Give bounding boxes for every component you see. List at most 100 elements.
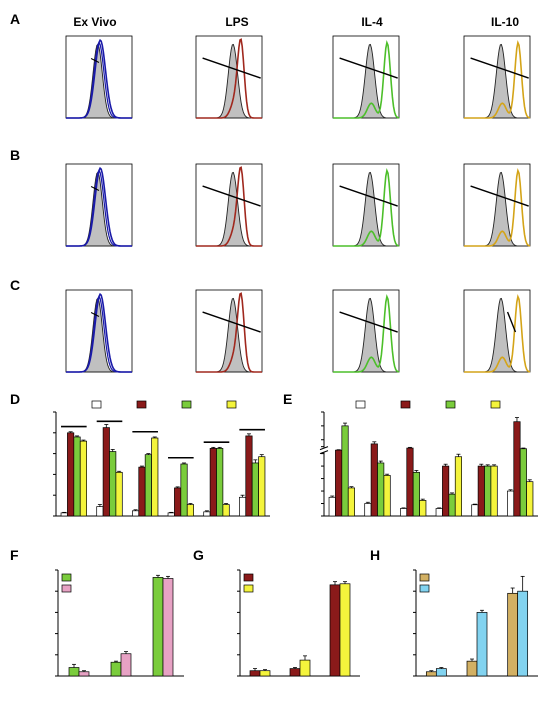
legend-swatch: [419, 573, 430, 582]
legend-swatch: [136, 400, 147, 409]
bar: [383, 475, 391, 517]
legend-swatch: [61, 573, 72, 582]
histogram-b-2: [332, 163, 400, 247]
panel-letter-f: F: [10, 547, 19, 563]
gate-line: [202, 57, 261, 79]
gate-line: [202, 185, 261, 207]
bar: [507, 592, 519, 677]
gate-line: [202, 311, 261, 333]
legend-swatch: [226, 400, 237, 409]
gate-line: [506, 311, 517, 333]
stained-histogram-dark: [66, 169, 132, 247]
histogram-a-0: [65, 35, 133, 119]
bar: [377, 462, 385, 517]
bar: [151, 437, 159, 517]
histogram-b-1: [195, 163, 263, 247]
bar: [60, 512, 68, 517]
bar: [442, 465, 450, 517]
bar: [209, 448, 217, 517]
histogram-a-3: [463, 35, 531, 119]
bar: [328, 496, 336, 517]
bar: [517, 590, 529, 677]
bar: [132, 510, 140, 517]
bar: [507, 490, 515, 517]
gate-line: [339, 185, 398, 207]
bar-chart-d: [53, 400, 270, 517]
bar: [152, 577, 164, 677]
bar: [406, 447, 414, 517]
stained-histogram: [464, 40, 531, 119]
bar: [448, 493, 456, 517]
stained-histogram: [333, 294, 400, 373]
bar: [216, 448, 224, 517]
bar: [477, 465, 485, 517]
bar: [335, 449, 343, 517]
bar: [484, 465, 492, 517]
bar: [120, 653, 132, 677]
bar: [513, 421, 521, 517]
bar: [144, 454, 152, 517]
bar: [412, 471, 420, 517]
column-header: Ex Vivo: [73, 15, 116, 29]
legend: [91, 400, 237, 409]
stained-histogram: [333, 168, 400, 247]
column-header: IL-4: [361, 15, 383, 29]
bar: [245, 435, 253, 517]
axis-break: [320, 447, 328, 453]
bar: [167, 512, 175, 517]
panel-letter-e: E: [283, 391, 292, 407]
histogram-b-3: [463, 163, 531, 247]
histogram-c-3: [463, 289, 531, 373]
gate-line: [470, 57, 529, 79]
bar: [471, 504, 479, 517]
legend: [243, 573, 254, 593]
histogram-a-1: [195, 35, 263, 119]
bar: [115, 471, 123, 517]
legend-swatch: [355, 400, 366, 409]
legend: [61, 573, 72, 593]
bar: [138, 466, 146, 517]
gate-line: [470, 185, 529, 207]
histogram-c-2: [332, 289, 400, 373]
stained-histogram: [196, 292, 262, 373]
gate-line: [90, 58, 100, 63]
histogram-a-2: [332, 35, 400, 119]
stained-histogram: [196, 166, 262, 247]
stained-histogram: [464, 294, 531, 373]
bar: [96, 506, 104, 517]
bar: [466, 660, 478, 677]
bar: [110, 661, 122, 677]
stained-histogram-dark: [66, 41, 132, 119]
column-header: LPS: [225, 15, 248, 29]
bar: [519, 448, 527, 517]
bar: [162, 578, 174, 677]
bar: [259, 670, 271, 677]
axis-break-mark: [319, 450, 329, 455]
bar: [370, 443, 378, 517]
stained-histogram: [196, 38, 262, 119]
axis-break-mark: [319, 446, 329, 451]
legend-swatch: [400, 400, 411, 409]
stained-histogram-dark: [66, 295, 132, 373]
histogram-c-0: [65, 289, 133, 373]
gate-line: [90, 186, 100, 191]
bar: [339, 583, 351, 677]
legend-swatch: [243, 573, 254, 582]
bar-chart-g: [237, 569, 360, 677]
bar: [67, 432, 75, 517]
gate-line: [90, 312, 100, 317]
bar-chart-h: [413, 569, 538, 677]
bar: [68, 667, 80, 677]
legend: [419, 573, 430, 593]
bar: [435, 668, 447, 677]
bar: [454, 456, 462, 517]
bar: [329, 584, 341, 677]
gate-line: [339, 311, 398, 333]
legend-swatch: [61, 584, 72, 593]
histogram-b-0: [65, 163, 133, 247]
legend-swatch: [490, 400, 501, 409]
legend-swatch: [91, 400, 102, 409]
bar: [174, 487, 182, 517]
panel-letter-h: H: [370, 547, 380, 563]
